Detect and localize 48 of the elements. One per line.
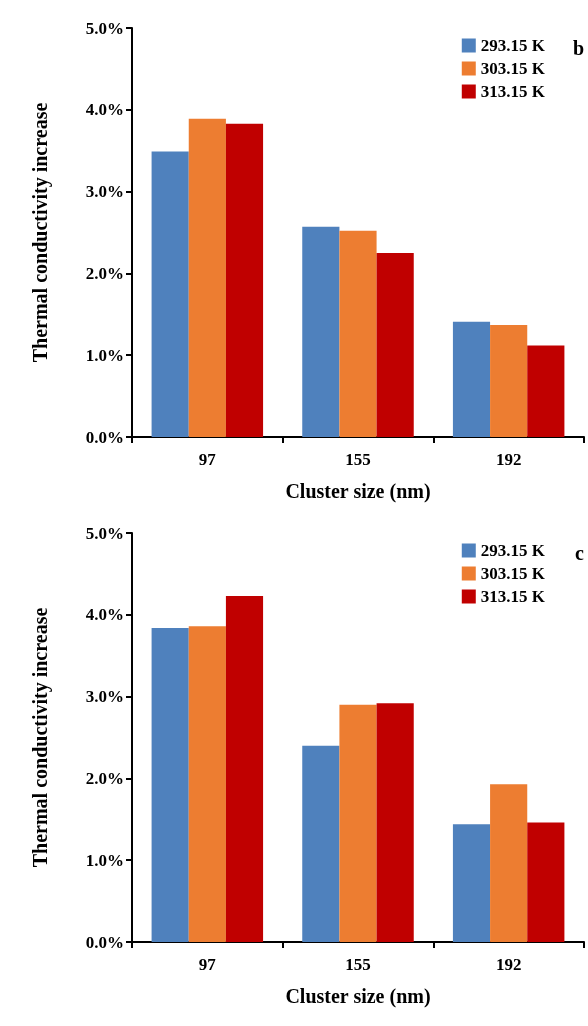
x-tick-label: 155 — [345, 955, 371, 974]
bar — [151, 627, 189, 942]
y-tick-label: 0.0% — [85, 427, 124, 447]
x-tick-label: 97 — [198, 955, 217, 974]
y-axis-title: Thermal conductivity increase — [29, 102, 52, 363]
legend-label: 293.15 K — [480, 541, 546, 560]
bar — [225, 123, 264, 437]
y-tick-label: 1.0% — [85, 345, 124, 365]
bar — [188, 118, 226, 437]
y-tick-label: 2.0% — [85, 263, 124, 283]
bar — [527, 822, 565, 942]
y-tick-label: 1.0% — [85, 850, 124, 870]
x-tick-label: 192 — [495, 450, 522, 469]
bar — [490, 784, 528, 942]
bar — [452, 824, 491, 942]
y-tick-label: 5.0% — [85, 523, 124, 543]
bar — [376, 252, 414, 437]
x-axis-title: Cluster size (nm) — [285, 480, 431, 503]
y-tick-label: 2.0% — [85, 768, 124, 788]
y-tick-label: 0.0% — [85, 932, 124, 952]
bar — [339, 230, 377, 437]
x-axis-title: Cluster size (nm) — [285, 985, 431, 1008]
y-tick-label: 4.0% — [85, 100, 124, 120]
x-tick-label: 192 — [495, 955, 522, 974]
x-tick-label: 155 — [345, 450, 371, 469]
bar — [490, 324, 528, 437]
y-tick-label: 3.0% — [85, 687, 124, 707]
bar — [302, 745, 340, 942]
x-tick-label: 97 — [198, 450, 217, 469]
legend-label: 303.15 K — [480, 564, 546, 583]
annotation: c — [575, 542, 585, 564]
bar — [452, 321, 491, 437]
bar — [225, 595, 264, 942]
annotation: b — [572, 37, 584, 59]
legend-label: 313.15 K — [480, 82, 546, 101]
bar — [376, 703, 414, 942]
y-tick-label: 4.0% — [85, 605, 124, 625]
bar — [339, 704, 377, 942]
bar — [527, 345, 565, 437]
bar — [302, 226, 340, 437]
legend-label: 313.15 K — [480, 587, 546, 606]
y-axis-title: Thermal conductivity increase — [29, 607, 52, 868]
y-tick-label: 5.0% — [85, 18, 124, 38]
bar — [188, 626, 226, 942]
legend-label: 303.15 K — [480, 59, 546, 78]
bar — [151, 151, 189, 437]
legend-label: 293.15 K — [480, 36, 546, 55]
y-tick-label: 3.0% — [85, 182, 124, 202]
